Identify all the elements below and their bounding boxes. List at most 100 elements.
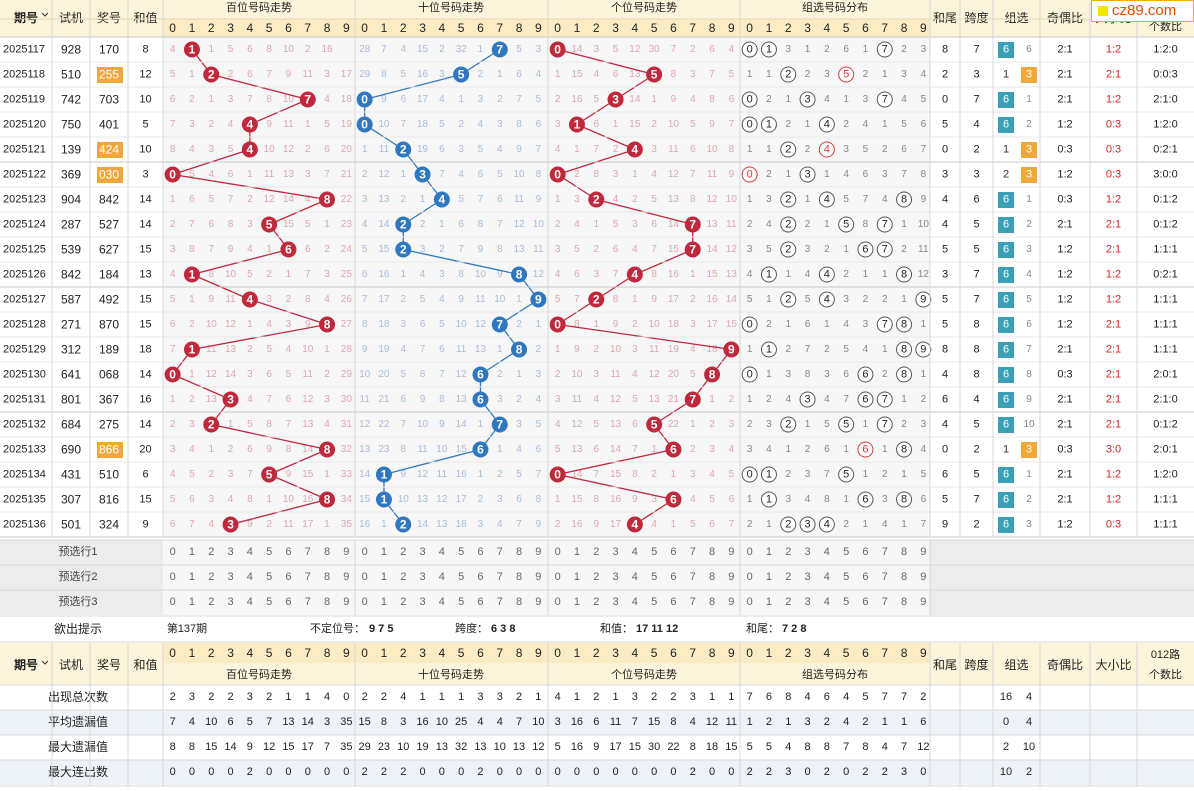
preselect-digit[interactable]: 1	[189, 571, 195, 583]
preselect-digit[interactable]: 6	[670, 596, 676, 608]
preselect-digit[interactable]: 9	[535, 571, 541, 583]
preselect-digit[interactable]: 1	[189, 546, 195, 558]
preselect-digit[interactable]: 3	[612, 596, 618, 608]
preselect-digit[interactable]: 6	[477, 546, 483, 558]
preselect-digit[interactable]: 2	[785, 596, 791, 608]
preselect-digit[interactable]: 5	[651, 596, 657, 608]
preselect-digit[interactable]: 4	[824, 596, 830, 608]
preselect-digit[interactable]: 1	[766, 546, 772, 558]
preselect-digit[interactable]: 2	[593, 596, 599, 608]
preselect-digit[interactable]: 5	[651, 571, 657, 583]
preselect-digit[interactable]: 3	[227, 596, 233, 608]
preselect-digit[interactable]: 0	[747, 596, 753, 608]
preselect-digit[interactable]: 2	[208, 596, 214, 608]
preselect-digit[interactable]: 2	[400, 596, 406, 608]
preselect-digit[interactable]: 1	[574, 596, 580, 608]
preselect-digit[interactable]: 4	[439, 546, 445, 558]
preselect-digit[interactable]: 6	[670, 571, 676, 583]
preselect-digit[interactable]: 9	[343, 571, 349, 583]
preselect-digit[interactable]: 9	[920, 596, 926, 608]
preselect-digit[interactable]: 5	[458, 596, 464, 608]
preselect-digit[interactable]: 2	[593, 546, 599, 558]
preselect-digit[interactable]: 4	[824, 571, 830, 583]
preselect-digit[interactable]: 5	[266, 546, 272, 558]
preselect-digit[interactable]: 8	[516, 571, 522, 583]
preselect-digit[interactable]: 6	[862, 571, 868, 583]
preselect-digit[interactable]: 3	[612, 546, 618, 558]
preselect-digit[interactable]: 8	[901, 596, 907, 608]
preselect-digit[interactable]: 9	[728, 596, 734, 608]
preselect-digit[interactable]: 6	[285, 596, 291, 608]
preselect-digit[interactable]: 9	[728, 571, 734, 583]
preselect-digit[interactable]: 7	[690, 571, 696, 583]
preselect-digit[interactable]: 7	[305, 546, 311, 558]
preselect-digit[interactable]: 5	[266, 571, 272, 583]
preselect-digit[interactable]: 2	[400, 571, 406, 583]
preselect-digit[interactable]: 7	[882, 571, 888, 583]
preselect-digit[interactable]: 3	[804, 596, 810, 608]
preselect-digit[interactable]: 0	[170, 571, 176, 583]
preselect-digit[interactable]: 0	[170, 546, 176, 558]
preselect-digit[interactable]: 8	[709, 571, 715, 583]
preselect-digit[interactable]: 5	[266, 596, 272, 608]
preselect-digit[interactable]: 7	[497, 571, 503, 583]
preselect-digit[interactable]: 4	[824, 546, 830, 558]
preselect-digit[interactable]: 7	[305, 596, 311, 608]
preselect-digit[interactable]: 9	[535, 546, 541, 558]
preselect-digit[interactable]: 6	[477, 571, 483, 583]
preselect-digit[interactable]: 9	[920, 571, 926, 583]
preselect-digit[interactable]: 9	[535, 596, 541, 608]
preselect-digit[interactable]: 5	[458, 546, 464, 558]
preselect-digit[interactable]: 1	[574, 571, 580, 583]
preselect-digit[interactable]: 3	[227, 546, 233, 558]
preselect-digit[interactable]: 1	[381, 571, 387, 583]
preselect-digit[interactable]: 0	[362, 596, 368, 608]
preselect-digit[interactable]: 4	[247, 571, 253, 583]
preselect-digit[interactable]: 9	[920, 546, 926, 558]
preselect-digit[interactable]: 4	[247, 546, 253, 558]
preselect-digit[interactable]: 8	[324, 546, 330, 558]
preselect-digit[interactable]: 6	[285, 546, 291, 558]
preselect-digit[interactable]: 5	[458, 571, 464, 583]
preselect-digit[interactable]: 8	[516, 596, 522, 608]
preselect-digit[interactable]: 0	[555, 546, 561, 558]
preselect-digit[interactable]: 7	[497, 546, 503, 558]
preselect-digit[interactable]: 7	[497, 596, 503, 608]
preselect-digit[interactable]: 1	[381, 546, 387, 558]
preselect-digit[interactable]: 6	[862, 596, 868, 608]
preselect-digit[interactable]: 7	[882, 596, 888, 608]
preselect-digit[interactable]: 4	[632, 571, 638, 583]
preselect-digit[interactable]: 9	[343, 546, 349, 558]
preselect-digit[interactable]: 1	[381, 596, 387, 608]
preselect-digit[interactable]: 8	[709, 546, 715, 558]
preselect-digit[interactable]: 9	[343, 596, 349, 608]
preselect-digit[interactable]: 2	[208, 546, 214, 558]
preselect-digit[interactable]: 4	[632, 546, 638, 558]
preselect-digit[interactable]: 3	[419, 546, 425, 558]
preselect-digit[interactable]: 0	[555, 571, 561, 583]
preselect-digit[interactable]: 5	[843, 571, 849, 583]
preselect-digit[interactable]: 3	[227, 571, 233, 583]
preselect-digit[interactable]: 7	[305, 571, 311, 583]
preselect-digit[interactable]: 4	[439, 571, 445, 583]
preselect-digit[interactable]: 6	[670, 546, 676, 558]
preselect-digit[interactable]: 0	[555, 596, 561, 608]
preselect-digit[interactable]: 3	[804, 571, 810, 583]
preselect-digit[interactable]: 2	[208, 571, 214, 583]
preselect-digit[interactable]: 5	[651, 546, 657, 558]
preselect-digit[interactable]: 0	[362, 571, 368, 583]
preselect-digit[interactable]: 9	[728, 546, 734, 558]
preselect-digit[interactable]: 5	[843, 596, 849, 608]
preselect-digit[interactable]: 8	[324, 571, 330, 583]
preselect-digit[interactable]: 1	[189, 596, 195, 608]
preselect-digit[interactable]: 8	[709, 596, 715, 608]
preselect-digit[interactable]: 8	[901, 571, 907, 583]
preselect-digit[interactable]: 4	[439, 596, 445, 608]
preselect-digit[interactable]: 2	[785, 546, 791, 558]
preselect-digit[interactable]: 8	[516, 546, 522, 558]
preselect-digit[interactable]: 6	[285, 571, 291, 583]
preselect-digit[interactable]: 7	[690, 596, 696, 608]
preselect-digit[interactable]: 3	[804, 546, 810, 558]
preselect-digit[interactable]: 6	[862, 546, 868, 558]
preselect-digit[interactable]: 2	[400, 546, 406, 558]
